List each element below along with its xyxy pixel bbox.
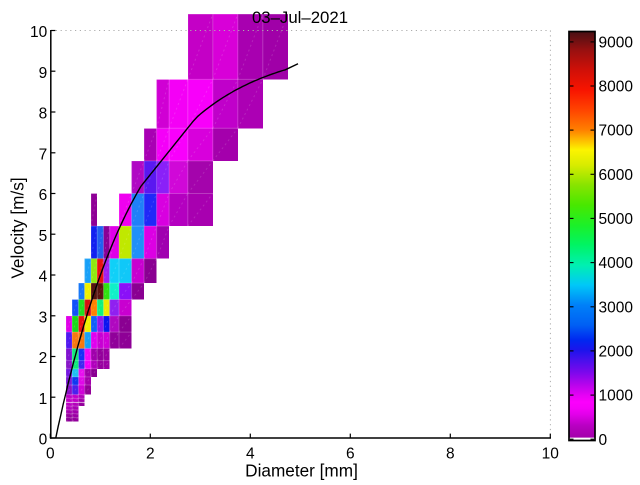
svg-text:8: 8 bbox=[39, 106, 48, 123]
svg-text:1: 1 bbox=[39, 391, 48, 408]
svg-text:0: 0 bbox=[39, 432, 48, 449]
svg-text:9000: 9000 bbox=[599, 35, 634, 52]
svg-text:4: 4 bbox=[246, 445, 255, 462]
svg-text:7000: 7000 bbox=[599, 123, 634, 140]
svg-text:0: 0 bbox=[46, 445, 55, 462]
svg-text:2000: 2000 bbox=[599, 344, 634, 361]
svg-text:0: 0 bbox=[599, 432, 608, 449]
svg-text:1000: 1000 bbox=[599, 388, 634, 405]
svg-text:4000: 4000 bbox=[599, 255, 634, 272]
svg-text:6: 6 bbox=[346, 445, 355, 462]
svg-text:5: 5 bbox=[39, 228, 48, 245]
svg-text:6: 6 bbox=[39, 187, 48, 204]
svg-text:3: 3 bbox=[39, 309, 48, 326]
svg-text:8: 8 bbox=[446, 445, 455, 462]
svg-text:9: 9 bbox=[39, 65, 48, 82]
svg-text:8000: 8000 bbox=[599, 79, 634, 96]
svg-text:10: 10 bbox=[30, 24, 48, 41]
svg-text:10: 10 bbox=[542, 445, 560, 462]
svg-text:7: 7 bbox=[39, 146, 48, 163]
svg-text:2: 2 bbox=[39, 350, 48, 367]
svg-text:Diameter [mm]: Diameter [mm] bbox=[245, 461, 358, 481]
svg-text:5000: 5000 bbox=[599, 211, 634, 228]
svg-text:03–Jul–2021: 03–Jul–2021 bbox=[252, 8, 348, 27]
svg-text:2: 2 bbox=[146, 445, 155, 462]
svg-text:3000: 3000 bbox=[599, 299, 634, 316]
svg-text:4: 4 bbox=[39, 269, 48, 286]
svg-text:Velocity [m/s]: Velocity [m/s] bbox=[7, 177, 27, 278]
svg-text:6000: 6000 bbox=[599, 167, 634, 184]
